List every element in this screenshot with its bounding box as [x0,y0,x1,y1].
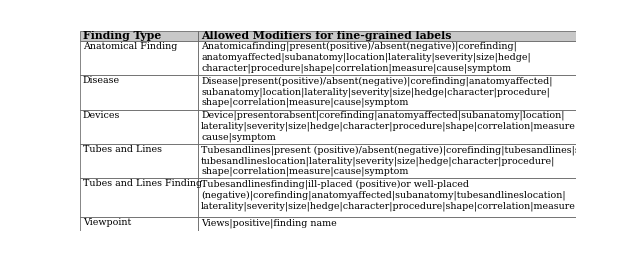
Bar [80,31,198,41]
Bar [198,41,576,75]
Text: Anatomicafinding|present(positive)/absent(negative)|corefinding|
anatomyaffected: Anatomicafinding|present(positive)/absen… [201,42,531,73]
Bar [80,41,198,75]
Bar [198,75,576,110]
Bar [198,144,576,178]
Bar [80,75,198,110]
Bar [80,144,198,178]
Text: Tubesandlines|present (positive)/absent(negative)|corefinding|tubesandlines|suba: Tubesandlines|present (positive)/absent(… [201,145,637,176]
Text: Viewpoint: Viewpoint [83,218,131,227]
Bar [198,178,576,217]
Text: Views|positive|finding name: Views|positive|finding name [201,218,337,228]
Bar [80,217,198,231]
Bar [198,110,576,144]
Text: Disease: Disease [83,76,120,85]
Text: Disease|present(positive)/absent(negative)|corefinding|anatomyaffected|
subanato: Disease|present(positive)/absent(negativ… [201,76,552,107]
Text: Tubes and Lines Finding: Tubes and Lines Finding [83,179,202,189]
Text: Tubesandlinesfinding|ill-placed (positive)or well-placed
(negative)|corefinding|: Tubesandlinesfinding|ill-placed (positiv… [201,179,640,211]
Text: Anatomical Finding: Anatomical Finding [83,42,177,51]
Bar [198,31,576,41]
Bar [80,178,198,217]
Text: Finding Type: Finding Type [83,30,161,41]
Bar [198,217,576,231]
Text: Devices: Devices [83,111,120,120]
Text: Tubes and Lines: Tubes and Lines [83,145,162,154]
Bar [80,110,198,144]
Text: Allowed Modifiers for fine-grained labels: Allowed Modifiers for fine-grained label… [201,30,452,41]
Text: Device|presentorabsent|corefinding|anatomyaffected|subanatomy|location|
laterali: Device|presentorabsent|corefinding|anato… [201,111,579,142]
